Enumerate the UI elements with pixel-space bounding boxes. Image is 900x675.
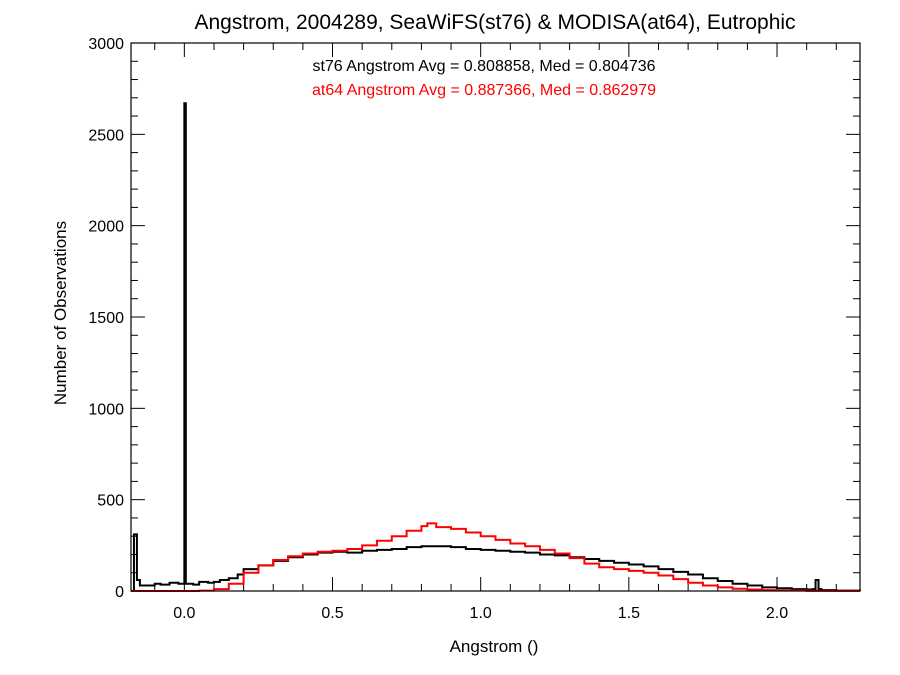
y-tick-label: 500 [97,493,124,510]
y-tick-label: 1000 [88,401,124,418]
st76-histogram-line [131,102,861,592]
x-axis-label: Angstrom () [450,637,539,656]
at64-histogram-line [131,522,861,592]
data-series [131,102,861,592]
chart-title: Angstrom, 2004289, SeaWiFS(st76) & MODIS… [194,11,795,34]
y-tick-label: 1500 [88,310,124,327]
plot-frame [130,42,861,592]
y-tick-label: 2500 [88,127,124,144]
x-tick-label: 0.5 [321,605,343,622]
annotation-at64: at64 Angstrom Avg = 0.887366, Med = 0.86… [312,82,656,99]
x-tick-label: 2.0 [766,605,788,622]
annotation-st76: st76 Angstrom Avg = 0.808858, Med = 0.80… [312,58,655,75]
y-tick-label: 2000 [88,219,124,236]
x-tick-label: 1.0 [470,605,492,622]
x-tick-label: 1.5 [618,605,640,622]
y-axis-label: Number of Observations [51,221,70,405]
axis-tick-labels: 0 500 1000 1500 2000 2500 3000 0.0 0.5 1.0 1.5 2.0 [88,36,788,622]
x-tick-label: 0.0 [173,605,195,622]
y-tick-label: 0 [115,584,124,601]
y-tick-label: 3000 [88,36,124,53]
